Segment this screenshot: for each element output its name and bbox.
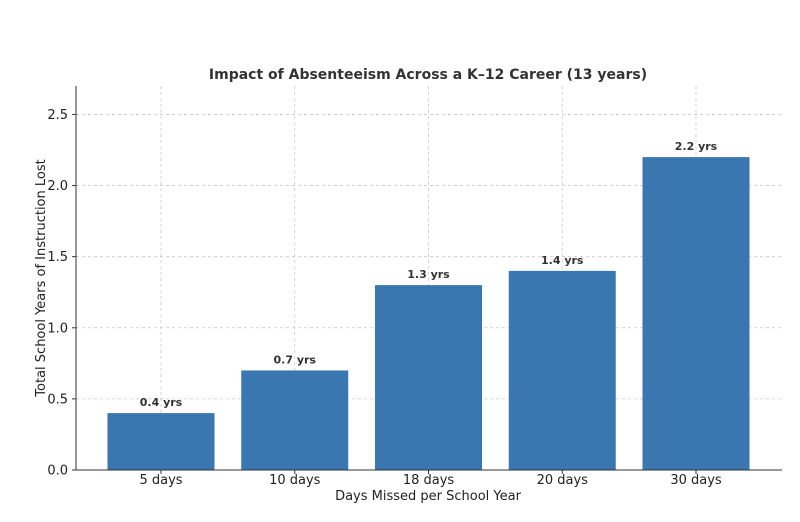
bar xyxy=(375,285,482,470)
x-tick-label: 30 days xyxy=(670,473,722,488)
bar xyxy=(642,157,750,470)
x-axis-label: Days Missed per School Year xyxy=(335,489,522,504)
bar-data-label: 1.3 yrs xyxy=(407,268,450,281)
data-labels: 0.4 yrs 0.7 yrs 1.3 yrs 1.4 yrs 2.2 yrs xyxy=(140,140,718,409)
chart-title: Impact of Absenteeism Across a K–12 Care… xyxy=(209,67,647,83)
bar-data-label: 0.7 yrs xyxy=(274,353,317,366)
y-tick-label: 1.5 xyxy=(47,250,68,265)
y-ticks: 0.0 0.5 1.0 1.5 2.0 2.5 xyxy=(47,108,76,479)
y-axis-label: Total School Years of Instruction Lost xyxy=(34,159,49,397)
x-tick-label: 20 days xyxy=(537,473,589,488)
y-tick-label: 1.0 xyxy=(47,321,68,336)
bar xyxy=(241,370,349,470)
bar-data-label: 1.4 yrs xyxy=(541,254,584,267)
bar xyxy=(508,270,616,470)
y-tick-label: 0.0 xyxy=(47,464,68,479)
x-tick-label: 5 days xyxy=(139,473,182,488)
y-tick-label: 2.5 xyxy=(47,108,68,123)
bar-data-label: 2.2 yrs xyxy=(675,140,718,153)
x-tick-label: 18 days xyxy=(403,473,455,488)
x-ticks: 5 days 10 days 18 days 20 days 30 days xyxy=(139,470,722,488)
y-tick-label: 0.5 xyxy=(47,392,68,407)
bar xyxy=(107,413,215,470)
bars xyxy=(107,157,750,470)
y-tick-label: 2.0 xyxy=(47,179,68,194)
bar-data-label: 0.4 yrs xyxy=(140,396,183,409)
x-tick-label: 10 days xyxy=(269,473,321,488)
